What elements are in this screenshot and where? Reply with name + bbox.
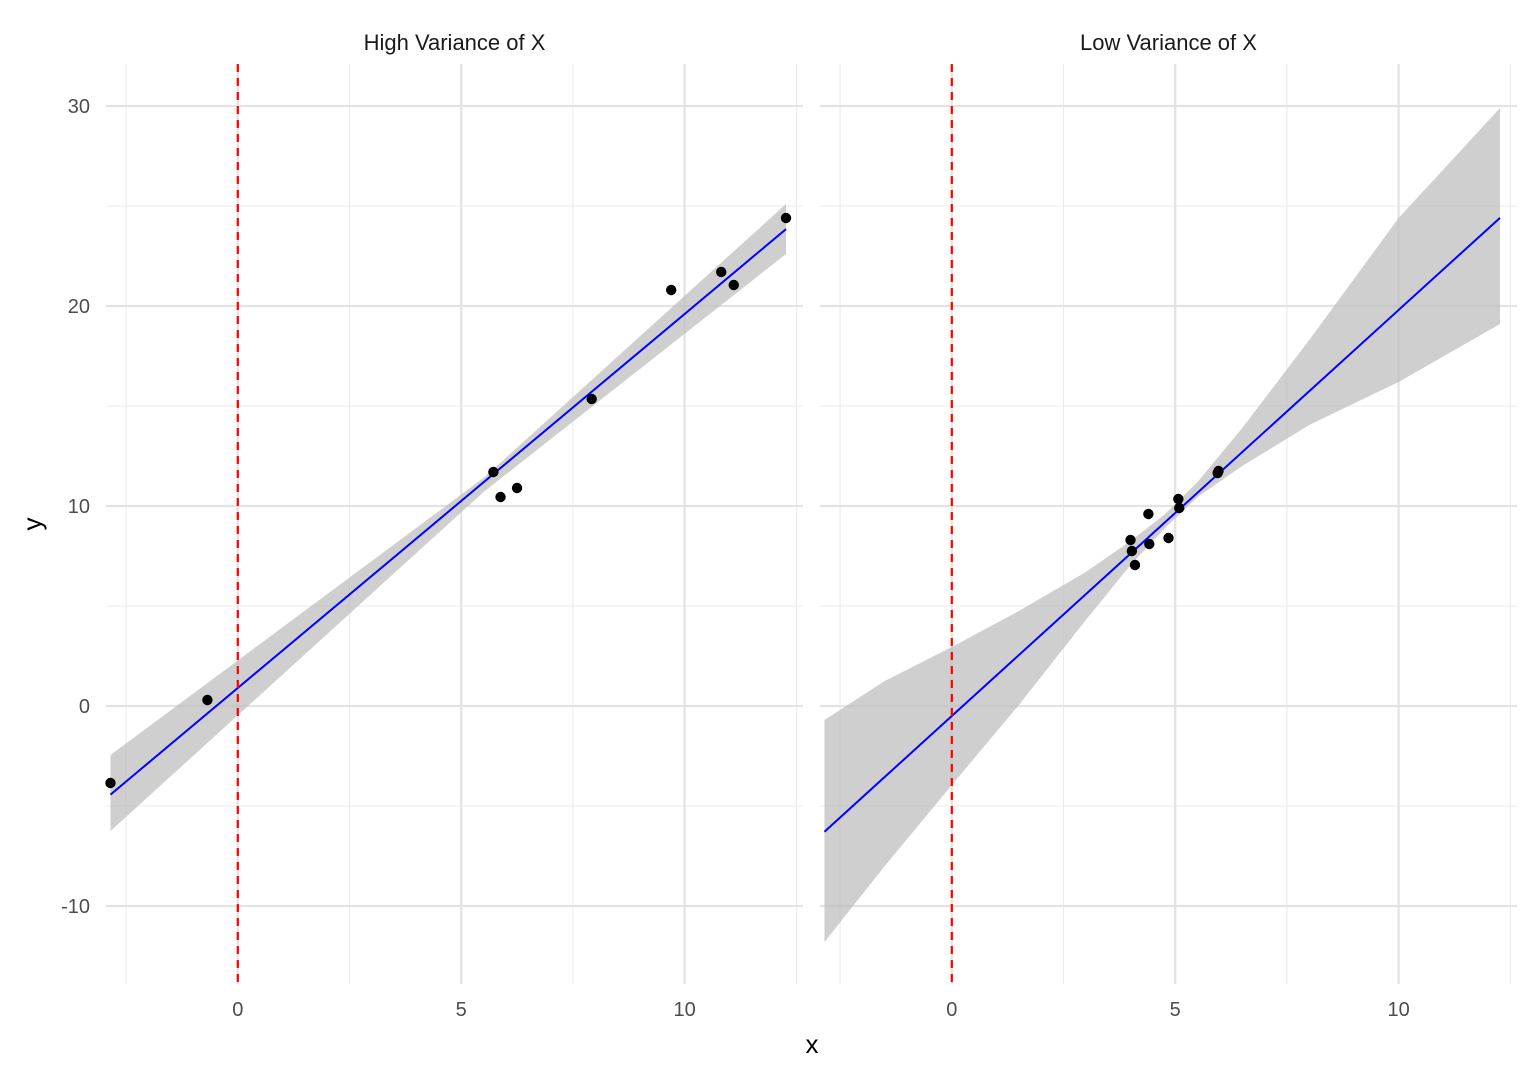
data-point xyxy=(495,491,506,503)
x-tick-label: 0 xyxy=(946,999,957,1021)
data-point xyxy=(1144,538,1155,550)
regression-line xyxy=(823,217,1501,833)
data-point xyxy=(1125,534,1136,546)
y-tick-label: 20 xyxy=(68,296,90,318)
data-point xyxy=(780,212,792,224)
y-tick-label: 10 xyxy=(68,496,90,518)
data-point xyxy=(1173,493,1184,505)
data-point xyxy=(728,279,739,291)
x-tick-label: 10 xyxy=(1387,999,1409,1021)
x-tick-label: 10 xyxy=(673,999,695,1021)
y-tick-label: 30 xyxy=(68,96,90,118)
data-point xyxy=(1129,559,1141,571)
data-point xyxy=(202,694,213,706)
data-point xyxy=(716,266,727,278)
data-point xyxy=(488,466,499,478)
y-axis-title: y xyxy=(17,518,47,531)
y-tick-label: 0 xyxy=(79,696,90,718)
panel-title: High Variance of X xyxy=(364,30,546,55)
data-point xyxy=(511,482,523,494)
x-axis-title: x xyxy=(806,1029,819,1059)
data-point xyxy=(1174,502,1185,514)
data-point xyxy=(1126,545,1138,557)
confidence-band xyxy=(110,204,787,831)
data-point xyxy=(665,284,677,296)
regression-line xyxy=(109,228,787,796)
data-point xyxy=(105,777,116,789)
x-tick-label: 0 xyxy=(232,999,243,1021)
panel-title: Low Variance of X xyxy=(1080,30,1257,55)
panel-low-variance: Low Variance of X 0 5 10 xyxy=(820,30,1517,1021)
y-axis: -10 0 10 20 30 xyxy=(61,96,90,918)
x-tick-label: 5 xyxy=(456,999,467,1021)
x-tick-label: 5 xyxy=(1170,999,1181,1021)
data-point xyxy=(1163,532,1174,544)
data-point xyxy=(1213,465,1224,477)
y-tick-label: -10 xyxy=(61,896,90,918)
panel-high-variance: High Variance of X 0 5 10 xyxy=(105,30,803,1021)
data-point xyxy=(586,393,597,405)
data-point xyxy=(1143,508,1154,520)
